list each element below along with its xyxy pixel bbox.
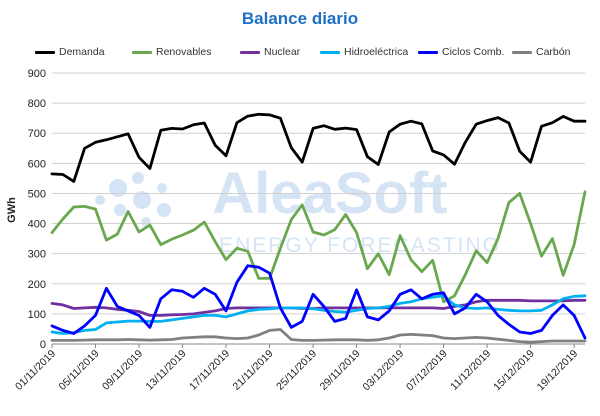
x-tick-label: 21/11/2019: [231, 348, 276, 393]
x-tick-label: 05/11/2019: [57, 348, 102, 393]
chart-title: Balance diario: [241, 9, 359, 28]
chart-grid: [52, 72, 585, 315]
watermark-dot-logo: [95, 172, 171, 227]
y-tick-label: 0: [40, 339, 46, 351]
x-tick-label: 29/11/2019: [318, 348, 363, 393]
series-line-renovables: [50, 190, 587, 304]
y-tick-label: 200: [28, 279, 46, 291]
x-tick-label: 13/11/2019: [144, 348, 189, 393]
legend-label: Nuclear: [264, 46, 301, 58]
x-tick-label: 07/12/2019: [404, 348, 450, 394]
y-tick-label: 400: [28, 219, 46, 231]
y-axis-label: GWh: [6, 197, 18, 223]
y-tick-label: 100: [28, 309, 46, 321]
legend-label: Carbón: [536, 46, 571, 58]
x-tick-label: 09/11/2019: [100, 348, 145, 393]
legend-swatch: [512, 50, 532, 54]
x-tick-label: 01/11/2019: [13, 348, 58, 393]
x-tick-label: 17/11/2019: [187, 348, 232, 393]
chart-series: [50, 112, 587, 344]
chart-legend: Demanda Renovables Nuclear Hidroeléctrica Ci…: [0, 44, 600, 60]
legend-swatch: [320, 50, 340, 54]
y-tick-label: 700: [28, 128, 46, 140]
legend-label: Demanda: [59, 46, 105, 58]
series-line-carbon: [50, 328, 587, 344]
legend-item-ciclos-comb: Ciclos Comb.: [418, 44, 504, 60]
x-tick-label: 19/12/2019: [535, 348, 581, 394]
legend-item-renovables: Renovables: [132, 44, 211, 60]
series-line-hidroelectrica: [50, 294, 587, 335]
legend-swatch: [240, 50, 260, 54]
legend-label: Ciclos Comb.: [442, 46, 505, 58]
legend-swatch: [418, 50, 438, 54]
y-tick-label: 300: [28, 249, 46, 261]
y-tick-label: 800: [28, 98, 46, 110]
series-line-demanda: [50, 112, 587, 183]
legend-label: Hidroeléctrica: [344, 46, 409, 58]
x-tick-label: 15/12/2019: [491, 348, 537, 394]
y-tick-label: 900: [28, 68, 46, 80]
legend-item-hidroelectrica: Hidroeléctrica: [320, 44, 408, 60]
x-tick-label: 25/11/2019: [274, 348, 319, 393]
y-tick-label: 500: [28, 188, 46, 200]
legend-swatch: [132, 50, 152, 54]
x-tick-label: 11/12/2019: [448, 348, 493, 393]
y-tick-label: 600: [28, 158, 46, 170]
legend-item-nuclear: Nuclear: [240, 44, 300, 60]
legend-item-carbon: Carbón: [512, 44, 570, 60]
legend-label: Renovables: [156, 46, 212, 58]
x-tick-label: 03/12/2019: [361, 348, 407, 394]
legend-swatch: [35, 50, 55, 54]
series-line-ciclos-comb: [50, 264, 587, 340]
legend-item-demanda: Demanda: [35, 44, 105, 60]
